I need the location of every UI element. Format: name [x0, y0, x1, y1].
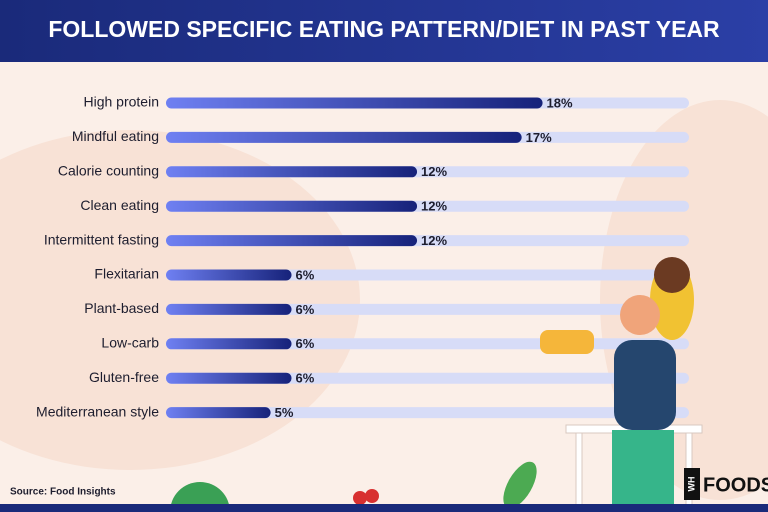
- cucumber: [503, 461, 537, 509]
- bar: [166, 97, 543, 109]
- bar-track: [166, 269, 689, 281]
- bar: [166, 269, 292, 281]
- decor-blob: [0, 130, 360, 470]
- category-label: Intermittent fasting: [44, 231, 159, 247]
- category-label: Low-carb: [101, 335, 159, 351]
- bar-track: [166, 303, 689, 315]
- value-label: 12%: [421, 164, 447, 179]
- category-label: High protein: [84, 94, 160, 110]
- dumbbell: [540, 330, 594, 354]
- value-label: 6%: [296, 336, 315, 351]
- cherry: [365, 489, 379, 503]
- bar: [166, 338, 292, 350]
- source: Source: Food Insights: [10, 487, 116, 498]
- person-1-legs: [612, 430, 674, 505]
- value-label: 6%: [296, 267, 315, 282]
- value-label: 5%: [275, 405, 294, 420]
- category-label: Gluten-free: [89, 369, 159, 385]
- category-label: Clean eating: [80, 197, 159, 213]
- value-label: 12%: [421, 233, 447, 248]
- bar: [166, 235, 418, 247]
- category-label: Calorie counting: [58, 163, 159, 179]
- category-label: Mindful eating: [72, 128, 159, 144]
- logo-box: [684, 468, 700, 500]
- value-label: 6%: [296, 302, 315, 317]
- table-leg: [575, 432, 583, 506]
- footer-band: [0, 504, 768, 512]
- bar: [166, 200, 418, 212]
- category-label: Mediterranean style: [36, 403, 159, 419]
- bar: [166, 166, 418, 178]
- person-1-head: [620, 295, 660, 335]
- bar: [166, 131, 522, 143]
- logo-mark: WH: [686, 477, 696, 492]
- chart-title: FOLLOWED SPECIFIC EATING PATTERN/DIET IN…: [48, 16, 720, 42]
- bar: [166, 407, 271, 419]
- value-label: 12%: [421, 199, 447, 214]
- header-band: [0, 0, 768, 62]
- bar: [166, 372, 292, 384]
- bar-track: [166, 372, 689, 384]
- logo-text: FOODS: [703, 474, 768, 496]
- bar-track: [166, 407, 689, 419]
- bar-group: High protein 18% Mindful eating 17% Calorie …: [36, 94, 689, 420]
- person-1: [614, 340, 676, 430]
- value-label: 6%: [296, 371, 315, 386]
- category-label: Flexitarian: [94, 266, 159, 282]
- value-label: 18%: [547, 95, 573, 110]
- person-2-head: [654, 257, 690, 293]
- category-label: Plant-based: [84, 300, 159, 316]
- bar: [166, 303, 292, 315]
- value-label: 17%: [526, 130, 552, 145]
- cherry: [353, 491, 367, 505]
